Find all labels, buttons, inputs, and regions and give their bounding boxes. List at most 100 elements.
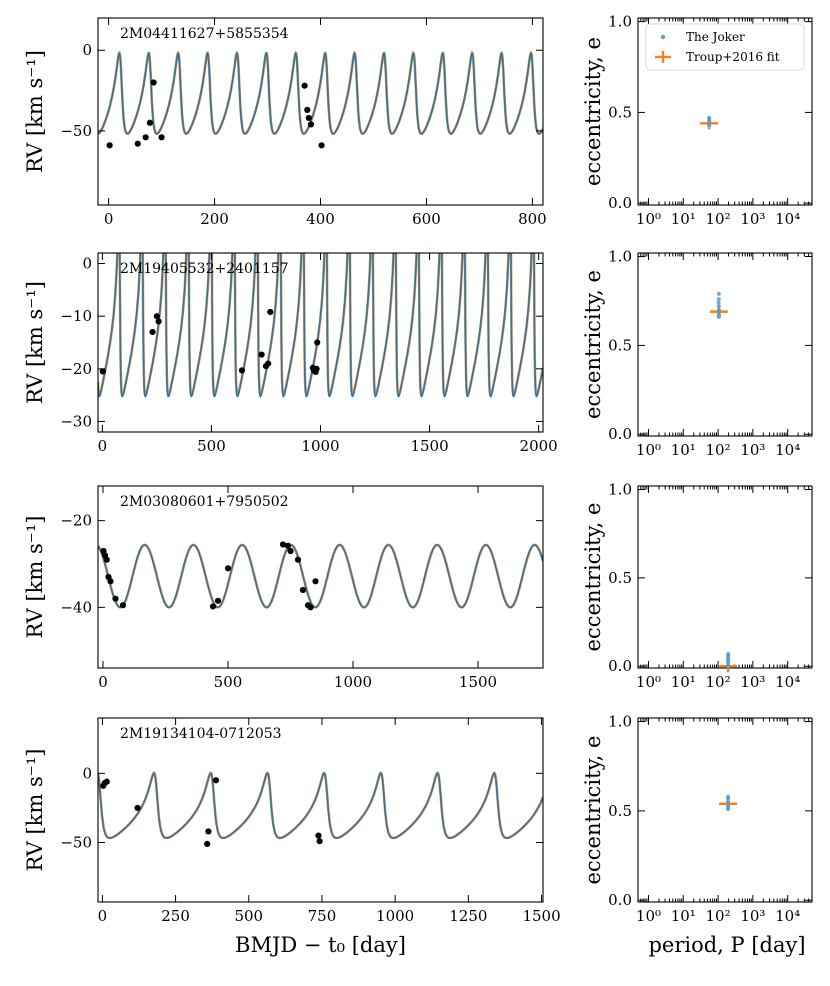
rv-data-point [279, 541, 287, 548]
rv-panel-4: 0 250 500 750 1000 1250 1500 0 −50 2M19134104-071… [23, 717, 561, 957]
x-tick-label: 10⁰ [636, 673, 661, 691]
y-tick-label: 0.0 [608, 194, 632, 212]
rv-data-point [304, 106, 311, 113]
period-axis-label: period, P [day] [648, 933, 805, 957]
rv-data-point [265, 360, 272, 367]
x-tick-label: 10¹ [671, 441, 696, 459]
joker-sample-point [726, 651, 731, 656]
axes-frame [97, 717, 544, 903]
y-tick-label: −20 [60, 512, 92, 530]
joker-sample-point [726, 794, 731, 799]
axes-frame [637, 17, 813, 206]
y-tick-label: 0.0 [608, 425, 632, 443]
joker-sample-point [707, 123, 712, 128]
x-tick-label: 750 [308, 907, 337, 925]
x-tick-label: 10² [706, 673, 731, 691]
rv-data-point [307, 604, 314, 611]
y-tick-label: 1.0 [608, 481, 632, 499]
x-tick-label: 10¹ [671, 673, 696, 691]
x-tick-label: 0 [98, 673, 108, 691]
eccentricity-axis-label: eccentricity, e [581, 736, 605, 885]
joker-sample-point [716, 291, 721, 296]
rv-axis-label: RV [km s⁻¹] [23, 749, 47, 872]
y-tick-label: 0 [82, 41, 92, 59]
joker-sample-point [726, 805, 731, 810]
rv-panel-2: 0 500 1000 1500 2000 0 −10 −20 −30 2M19405532+240… [23, 252, 558, 455]
rv-data-point [287, 547, 294, 555]
x-tick-label: 10¹ [671, 907, 696, 925]
x-tick-label: 250 [161, 907, 190, 925]
x-tick-label: 10² [706, 441, 731, 459]
star-name-label: 2M03080601+7950502 [120, 494, 289, 510]
rv-panel-1: 0 200 400 600 800 0 −50 2M04411627+5855354 RV [k… [23, 17, 547, 228]
joker-sample-point [716, 300, 721, 305]
legend-joker-label: The Joker [686, 30, 745, 44]
joker-sample-point [707, 115, 712, 120]
rv-data-point [155, 318, 162, 325]
rv-data-point [238, 367, 246, 374]
joker-sample-curve [98, 52, 543, 135]
orbit-curves [98, 50, 543, 135]
rv-data-point [153, 313, 160, 320]
legend-joker-marker [660, 34, 666, 40]
rv-data-point [294, 556, 302, 563]
orbit-curves [98, 543, 543, 609]
x-tick-label: 500 [234, 907, 263, 925]
rv-data-point [204, 840, 211, 847]
x-tick-label: 10⁰ [636, 907, 661, 925]
rv-data-point [107, 578, 114, 585]
axes-frame [637, 252, 813, 437]
joker-sample-point [726, 799, 731, 804]
rv-data-point [318, 142, 325, 149]
joker-sample-point [716, 313, 721, 318]
rv-data-point [224, 565, 232, 572]
rv-data-point [119, 602, 127, 609]
joker-sample-point [716, 304, 721, 309]
eccentricity-axis-label: eccentricity, e [581, 270, 605, 419]
rv-data-point [112, 595, 119, 602]
legend-troup-label: Troup+2016 fit [686, 50, 780, 64]
rv-data-point [258, 351, 265, 358]
time-axis-label: BMJD − t₀ [day] [235, 933, 406, 957]
y-tick-label: 0.0 [608, 657, 632, 675]
x-tick-label: 10³ [740, 673, 765, 691]
rv-data-point [314, 339, 321, 346]
y-tick-label: −30 [60, 412, 92, 430]
x-tick-label: 10⁴ [775, 210, 800, 228]
rv-data-point [158, 134, 165, 141]
rv-data-point [106, 142, 113, 149]
y-tick-label: −20 [60, 360, 92, 378]
rv-data-point [134, 804, 141, 812]
axes-frame [637, 717, 813, 903]
rv-data-point [313, 365, 320, 372]
x-tick-label: 0 [104, 210, 114, 228]
rv-data-point [307, 121, 315, 128]
y-tick-label: −10 [60, 307, 92, 325]
troup-fit-curve [98, 543, 543, 609]
rv-data-point [284, 542, 292, 549]
x-tick-label: 10³ [740, 210, 765, 228]
x-tick-label: 1250 [449, 907, 487, 925]
rv-data-point [214, 597, 222, 604]
y-tick-label: 0.0 [608, 891, 632, 909]
rv-data-point [299, 586, 307, 594]
y-tick-label: 0 [82, 764, 92, 782]
rv-data-point [99, 368, 106, 375]
x-tick-label: 800 [518, 210, 547, 228]
y-tick-label: 0 [82, 255, 92, 273]
rv-data-point [315, 832, 322, 839]
joker-sample-point [716, 307, 721, 312]
star-name-label: 2M04411627+5855354 [120, 26, 289, 42]
x-tick-label: 1000 [334, 673, 372, 691]
rv-panel-3: 0 500 1000 1500 −20 −40 2M03080601+7950502 RV [… [23, 485, 544, 691]
x-tick-label: 1500 [410, 437, 448, 455]
joker-sample-curve [98, 253, 543, 398]
y-tick-label: 0.5 [608, 569, 632, 587]
y-tick-label: 0.5 [608, 103, 632, 121]
x-tick-label: 10³ [740, 907, 765, 925]
y-tick-label: 0.5 [608, 336, 632, 354]
